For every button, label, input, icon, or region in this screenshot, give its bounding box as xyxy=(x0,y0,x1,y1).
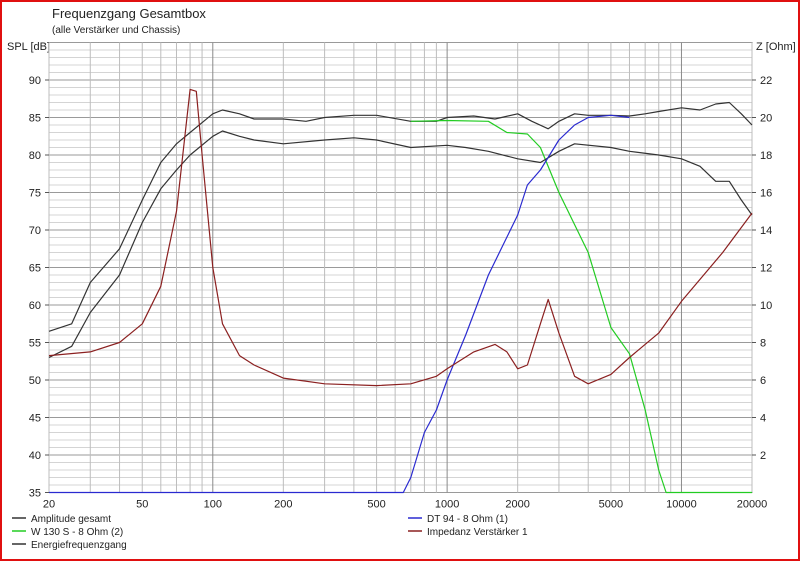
y-tick-label: 75 xyxy=(29,188,41,200)
y2-tick-label: 16 xyxy=(760,188,772,200)
x-tick-label: 10000 xyxy=(666,499,697,511)
x-tick-label: 100 xyxy=(204,499,222,511)
series-line-amplitude-gesamt xyxy=(48,101,753,332)
y2-tick-label: 18 xyxy=(760,150,772,162)
x-tick-label: 200 xyxy=(274,499,292,511)
y2-axis-label: Z [Ohm] xyxy=(756,41,796,53)
x-tick-label: 500 xyxy=(367,499,385,511)
y2-tick-label: 2 xyxy=(760,450,766,462)
series-line-impedanz-verst-rker-1 xyxy=(48,88,753,387)
chart-title: Frequenzgang Gesamtbox xyxy=(52,6,206,21)
y-tick-label: 65 xyxy=(29,263,41,275)
y2-tick-label: 22 xyxy=(760,75,772,87)
legend-label: W 130 S - 8 Ohm (2) xyxy=(31,527,123,538)
y2-tick-label: 14 xyxy=(760,225,772,237)
y-tick-label: 50 xyxy=(29,375,41,387)
series-line-w-130-s-8-ohm-2- xyxy=(410,119,752,494)
legend-label: Impedanz Verstärker 1 xyxy=(427,527,528,538)
y-tick-label: 35 xyxy=(29,488,41,500)
x-tick-label: 20000 xyxy=(737,499,768,511)
y2-tick-label: 10 xyxy=(760,300,772,312)
legend-label: Amplitude gesamt xyxy=(31,514,111,525)
series-line-energiefrequenzgang xyxy=(48,130,753,359)
legend-label: Energiefrequenzgang xyxy=(31,540,127,551)
x-tick-label: 2000 xyxy=(505,499,529,511)
y-tick-label: 40 xyxy=(29,450,41,462)
y-tick-label: 85 xyxy=(29,113,41,125)
y2-tick-label: 12 xyxy=(760,263,772,275)
chart-subtitle: (alle Verstärker und Chassis) xyxy=(52,25,180,36)
y2-tick-label: 6 xyxy=(760,375,766,387)
y-tick-label: 45 xyxy=(29,413,41,425)
y-tick-label: 80 xyxy=(29,150,41,162)
y-axis-label: SPL [dB] xyxy=(7,41,50,53)
y2-tick-label: 20 xyxy=(760,113,772,125)
y2-tick-label: 8 xyxy=(760,338,766,350)
x-tick-label: 5000 xyxy=(599,499,623,511)
series-line-dt-94-8-ohm-1- xyxy=(49,114,630,494)
x-tick-label: 20 xyxy=(43,499,55,511)
x-tick-label: 50 xyxy=(136,499,148,511)
y-tick-label: 60 xyxy=(29,300,41,312)
x-tick-label: 1000 xyxy=(435,499,459,511)
y2-tick-label: 4 xyxy=(760,413,766,425)
y-tick-label: 55 xyxy=(29,338,41,350)
y-tick-label: 90 xyxy=(29,75,41,87)
legend-label: DT 94 - 8 Ohm (1) xyxy=(427,514,508,525)
y-tick-label: 70 xyxy=(29,225,41,237)
